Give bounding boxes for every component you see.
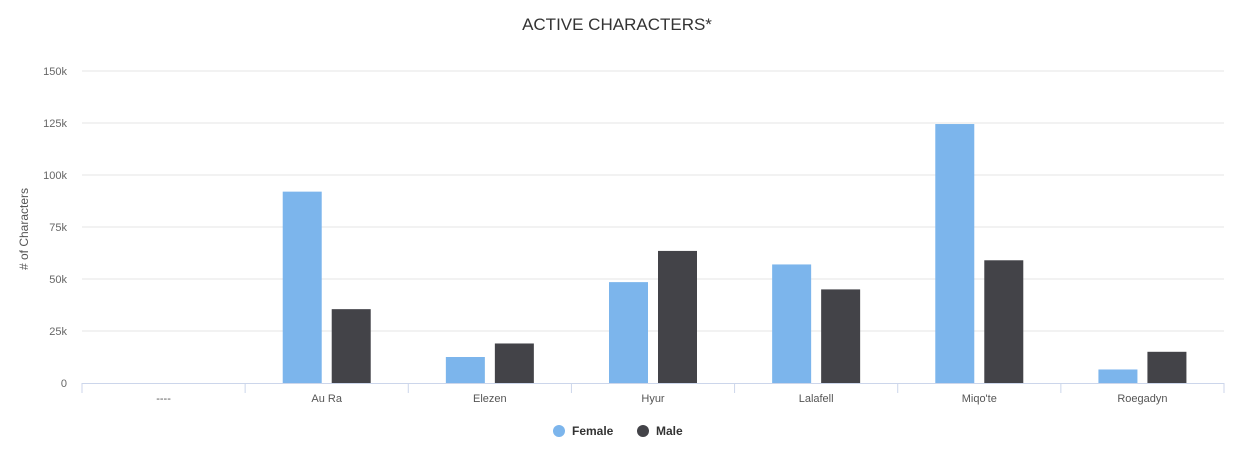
x-tick-label: Lalafell [799, 393, 834, 405]
bar-female-roegadyn[interactable] [1098, 369, 1138, 383]
bar-male-lalafell[interactable] [821, 289, 861, 383]
bar-female-lalafell[interactable] [772, 264, 812, 383]
y-tick-label: 0 [61, 378, 67, 390]
legend-item-female[interactable]: Female [553, 424, 614, 438]
y-tick-label: 50k [49, 274, 67, 286]
bar-male-au-ra[interactable] [331, 309, 371, 383]
legend-label: Female [572, 424, 614, 438]
y-tick-label: 75k [49, 222, 67, 234]
y-axis-label: # of Characters [17, 188, 31, 270]
chart-title: ACTIVE CHARACTERS* [522, 15, 712, 34]
bars [282, 124, 1187, 383]
bar-male-hyur[interactable] [658, 250, 697, 383]
x-tick-label: Miqo'te [962, 393, 997, 405]
bar-female-hyur[interactable] [609, 282, 648, 383]
y-tick-label: 100k [43, 170, 67, 182]
bar-female-au-ra[interactable] [282, 191, 322, 383]
x-tick-label: Roegadyn [1117, 393, 1167, 405]
x-tick-label: Hyur [641, 393, 665, 405]
y-tick-label: 150k [43, 66, 67, 78]
bar-male-elezen[interactable] [494, 343, 534, 383]
legend[interactable]: Female Male [553, 424, 683, 438]
legend-label: Male [656, 424, 683, 438]
x-tick-label: ---- [156, 393, 171, 405]
x-tick-label: Au Ra [311, 393, 342, 405]
legend-marker [553, 425, 565, 437]
gridlines [82, 70, 1224, 332]
y-axis-ticks: 0 25k 50k 75k 100k 125k 150k [43, 66, 67, 390]
bar-female-miqo-te[interactable] [935, 124, 975, 383]
y-tick-label: 125k [43, 118, 67, 130]
legend-item-male[interactable]: Male [637, 424, 683, 438]
bar-female-elezen[interactable] [445, 357, 485, 383]
y-tick-label: 25k [49, 326, 67, 338]
bar-male-roegadyn[interactable] [1147, 351, 1187, 383]
x-tick-label: Elezen [473, 393, 507, 405]
x-axis: ---- Au Ra Elezen Hyur Lalafell Miqo'te Roegad… [81, 383, 1225, 405]
bar-male-miqo-te[interactable] [984, 260, 1024, 383]
legend-marker [637, 425, 649, 437]
